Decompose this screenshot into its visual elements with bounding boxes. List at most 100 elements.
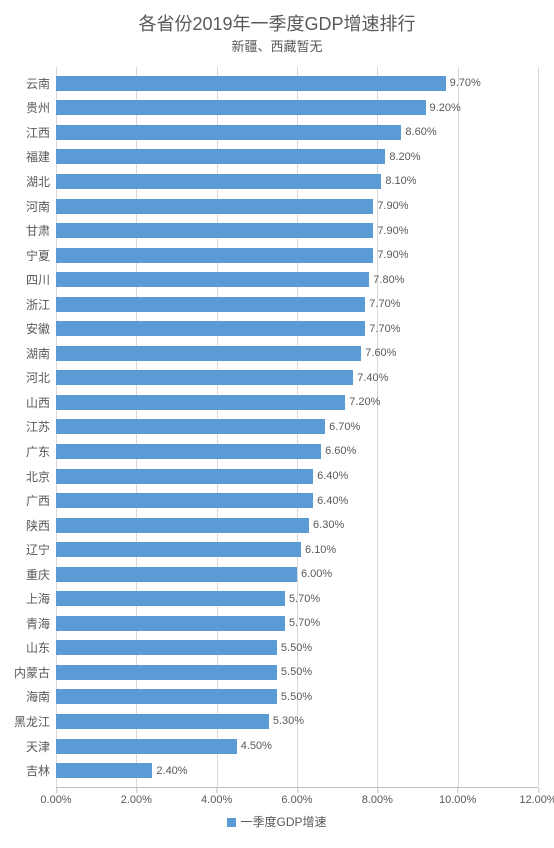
y-axis-label: 内蒙古 [14,664,56,681]
bar [56,395,345,410]
bar [56,714,269,729]
bar-row: 四川7.80% [56,271,538,289]
value-label: 5.50% [277,691,312,703]
bar-row: 安徽7.70% [56,320,538,338]
y-axis-label: 云南 [26,75,56,92]
bar-row: 山东5.50% [56,639,538,657]
y-axis-label: 上海 [26,590,56,607]
value-label: 9.70% [446,77,481,89]
bar-row: 福建8.20% [56,148,538,166]
y-axis-label: 江苏 [26,418,56,435]
value-label: 6.70% [325,421,360,433]
y-axis-label: 湖北 [26,173,56,190]
y-axis-label: 福建 [26,148,56,165]
bar-row: 广东6.60% [56,442,538,460]
bar-row: 广西6.40% [56,492,538,510]
value-label: 6.00% [297,568,332,580]
value-label: 7.80% [369,274,404,286]
value-label: 6.30% [309,519,344,531]
bar [56,149,385,164]
bar [56,346,361,361]
y-axis-label: 吉林 [26,762,56,779]
bar-row: 海南5.50% [56,688,538,706]
value-label: 8.60% [401,126,436,138]
x-axis-tick: 10.00% [439,788,476,806]
y-axis-label: 四川 [26,271,56,288]
y-axis-label: 北京 [26,468,56,485]
bar-row: 江苏6.70% [56,418,538,436]
bar [56,542,301,557]
y-axis-label: 陕西 [26,517,56,534]
bar [56,739,237,754]
value-label: 8.10% [381,175,416,187]
value-label: 7.70% [365,298,400,310]
y-axis-label: 海南 [26,688,56,705]
bar [56,689,277,704]
plot-area: 云南9.70%贵州9.20%江西8.60%福建8.20%湖北8.10%河南7.9… [56,67,538,787]
x-axis-tick: 4.00% [201,788,232,806]
bar-row: 山西7.20% [56,393,538,411]
value-label: 5.30% [269,715,304,727]
bar [56,640,277,655]
value-label: 6.10% [301,544,336,556]
bar-row: 黑龙江5.30% [56,712,538,730]
y-axis-label: 河南 [26,198,56,215]
value-label: 4.50% [237,740,272,752]
bar-row: 青海5.70% [56,614,538,632]
bar-row: 辽宁6.10% [56,541,538,559]
value-label: 7.70% [365,323,400,335]
y-axis-label: 天津 [26,738,56,755]
bar [56,297,365,312]
value-label: 5.70% [285,617,320,629]
x-axis-tick: 8.00% [362,788,393,806]
bar [56,223,373,238]
bar [56,125,401,140]
value-label: 7.40% [353,372,388,384]
bar [56,763,152,778]
bar-row: 云南9.70% [56,74,538,92]
legend: 一季度GDP增速 [6,813,548,830]
bar-row: 陕西6.30% [56,516,538,534]
bar [56,272,369,287]
y-axis-label: 贵州 [26,99,56,116]
x-axis: 0.00%2.00%4.00%6.00%8.00%10.00%12.00% [56,787,538,811]
y-axis-label: 广西 [26,492,56,509]
bar-row: 河南7.90% [56,197,538,215]
y-axis-label: 湖南 [26,345,56,362]
grid-line [538,67,539,787]
bar [56,321,365,336]
legend-swatch [227,818,236,827]
bar [56,76,446,91]
value-label: 7.90% [373,249,408,261]
y-axis-label: 安徽 [26,320,56,337]
bar [56,665,277,680]
bar-row: 贵州9.20% [56,99,538,117]
y-axis-label: 山东 [26,639,56,656]
y-axis-label: 宁夏 [26,247,56,264]
bar [56,419,325,434]
x-axis-tick: 2.00% [121,788,152,806]
bar-row: 浙江7.70% [56,295,538,313]
bar [56,591,285,606]
bar-row: 北京6.40% [56,467,538,485]
y-axis-label: 辽宁 [26,541,56,558]
value-label: 7.60% [361,347,396,359]
chart-subtitle: 新疆、西藏暂无 [6,36,548,55]
value-label: 8.20% [385,151,420,163]
bar [56,567,297,582]
bar-row: 宁夏7.90% [56,246,538,264]
bar-row: 湖南7.60% [56,344,538,362]
y-axis-label: 浙江 [26,296,56,313]
value-label: 6.60% [321,445,356,457]
gdp-growth-chart: 各省份2019年一季度GDP增速排行 新疆、西藏暂无 云南9.70%贵州9.20… [0,0,554,848]
value-label: 5.50% [277,642,312,654]
bar [56,493,313,508]
value-label: 7.20% [345,396,380,408]
bar-row: 河北7.40% [56,369,538,387]
bar [56,444,321,459]
value-label: 7.90% [373,200,408,212]
y-axis-label: 甘肃 [26,222,56,239]
x-axis-tick: 0.00% [40,788,71,806]
y-axis-label: 重庆 [26,566,56,583]
value-label: 6.40% [313,495,348,507]
